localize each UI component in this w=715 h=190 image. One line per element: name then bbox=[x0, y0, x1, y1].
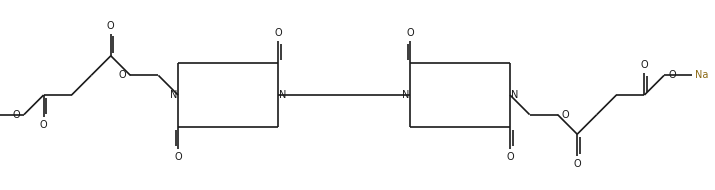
Text: O: O bbox=[174, 152, 182, 162]
Text: O: O bbox=[406, 28, 414, 38]
Text: O: O bbox=[107, 21, 114, 31]
Text: N: N bbox=[511, 90, 518, 100]
Text: O: O bbox=[119, 70, 127, 80]
Text: O: O bbox=[668, 70, 676, 80]
Text: N: N bbox=[279, 90, 287, 100]
Text: O: O bbox=[573, 159, 581, 169]
Text: O: O bbox=[274, 28, 282, 38]
Text: O: O bbox=[561, 110, 569, 120]
Text: O: O bbox=[641, 60, 649, 70]
Text: O: O bbox=[506, 152, 514, 162]
Text: N: N bbox=[402, 90, 409, 100]
Text: Na: Na bbox=[695, 70, 709, 80]
Text: N: N bbox=[169, 90, 177, 100]
Text: O: O bbox=[40, 120, 47, 130]
Text: O: O bbox=[12, 110, 20, 120]
